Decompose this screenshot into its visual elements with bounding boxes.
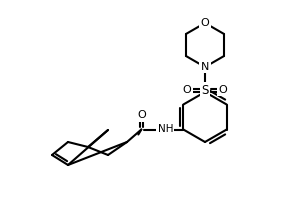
Text: O: O — [183, 85, 191, 95]
Text: S: S — [201, 84, 209, 97]
Text: O: O — [137, 110, 146, 120]
Text: N: N — [201, 62, 209, 72]
Text: O: O — [201, 18, 209, 28]
Text: NH: NH — [158, 124, 173, 134]
Text: O: O — [219, 85, 227, 95]
